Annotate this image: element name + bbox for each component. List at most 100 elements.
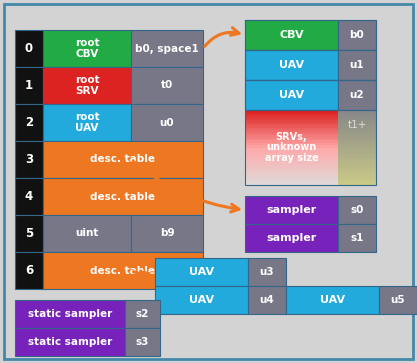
Bar xyxy=(245,122,338,126)
Bar xyxy=(245,127,338,131)
Bar xyxy=(15,300,125,328)
Text: t0: t0 xyxy=(161,81,173,90)
Bar xyxy=(245,224,338,252)
Bar xyxy=(131,67,203,104)
Text: s2: s2 xyxy=(136,309,149,319)
Bar xyxy=(245,165,338,168)
Bar xyxy=(338,175,376,178)
Bar xyxy=(131,215,203,252)
Bar xyxy=(245,113,338,115)
Text: t1+: t1+ xyxy=(347,120,367,130)
Text: SRVs,
unknown
array size: SRVs, unknown array size xyxy=(265,132,318,163)
Text: sampler: sampler xyxy=(266,233,317,243)
Bar xyxy=(15,178,43,215)
Text: 0: 0 xyxy=(25,42,33,55)
Text: 3: 3 xyxy=(25,153,33,166)
Bar xyxy=(245,160,338,163)
Bar xyxy=(15,67,43,104)
Text: root
CBV: root CBV xyxy=(75,38,99,59)
Bar xyxy=(338,50,376,80)
Bar xyxy=(338,170,376,173)
Text: static sampler: static sampler xyxy=(28,309,112,319)
Bar xyxy=(245,50,338,80)
Bar xyxy=(245,163,338,166)
Bar xyxy=(245,110,376,185)
Bar xyxy=(248,286,286,314)
Text: 1: 1 xyxy=(25,79,33,92)
Bar xyxy=(338,110,376,113)
Bar xyxy=(338,122,376,126)
Bar xyxy=(245,20,338,50)
Text: 2: 2 xyxy=(25,116,33,129)
Bar xyxy=(338,143,376,146)
Text: b9: b9 xyxy=(160,228,174,238)
Bar xyxy=(338,224,376,252)
Bar xyxy=(131,104,203,141)
Bar xyxy=(245,80,376,110)
Text: 6: 6 xyxy=(25,264,33,277)
Bar xyxy=(15,215,43,252)
Text: sampler: sampler xyxy=(266,205,317,215)
Bar xyxy=(286,286,379,314)
Text: 5: 5 xyxy=(25,227,33,240)
Bar xyxy=(43,30,131,67)
Text: desc. table: desc. table xyxy=(90,155,156,164)
Text: UAV: UAV xyxy=(279,60,304,70)
Text: UAV: UAV xyxy=(189,267,214,277)
Text: uint: uint xyxy=(75,228,99,238)
Text: u4: u4 xyxy=(260,295,274,305)
Bar xyxy=(338,167,376,171)
Bar xyxy=(43,178,203,215)
Bar xyxy=(245,130,338,133)
Text: root
UAV: root UAV xyxy=(75,112,99,133)
Bar xyxy=(245,143,338,146)
Bar xyxy=(338,158,376,160)
Bar xyxy=(125,300,160,328)
Bar xyxy=(245,115,338,118)
Bar xyxy=(125,328,160,356)
Bar xyxy=(43,252,203,289)
Bar xyxy=(338,150,376,153)
Bar xyxy=(338,80,376,110)
Bar xyxy=(43,104,131,141)
Bar xyxy=(338,113,376,115)
Bar xyxy=(245,138,338,140)
Bar xyxy=(15,252,43,289)
Text: b0: b0 xyxy=(349,30,364,40)
Bar xyxy=(338,183,376,185)
Bar xyxy=(338,125,376,128)
Bar xyxy=(131,30,203,67)
Bar xyxy=(245,158,338,160)
Bar xyxy=(43,215,131,252)
Bar xyxy=(43,67,131,104)
Text: u1: u1 xyxy=(350,60,364,70)
Bar xyxy=(245,175,338,178)
Bar xyxy=(338,127,376,131)
Bar xyxy=(15,328,125,356)
Bar xyxy=(338,180,376,183)
Bar xyxy=(245,132,338,135)
Text: s3: s3 xyxy=(136,337,149,347)
Bar xyxy=(245,152,338,155)
Bar xyxy=(338,140,376,143)
Bar xyxy=(245,150,338,153)
Bar xyxy=(338,115,376,118)
Bar xyxy=(245,125,338,128)
Text: UAV: UAV xyxy=(189,295,214,305)
Text: UAV: UAV xyxy=(320,295,345,305)
Bar xyxy=(245,135,338,138)
Text: desc. table: desc. table xyxy=(90,265,156,276)
Bar xyxy=(245,50,376,80)
Bar xyxy=(245,118,338,121)
Bar xyxy=(338,135,376,138)
Bar xyxy=(338,20,376,50)
Bar xyxy=(338,138,376,140)
Bar xyxy=(245,20,376,50)
Bar xyxy=(338,163,376,166)
Bar xyxy=(43,141,203,178)
Bar xyxy=(245,196,338,224)
Bar xyxy=(338,172,376,175)
Text: root
SRV: root SRV xyxy=(75,75,99,96)
Text: s1: s1 xyxy=(350,233,364,243)
Text: u3: u3 xyxy=(260,267,274,277)
